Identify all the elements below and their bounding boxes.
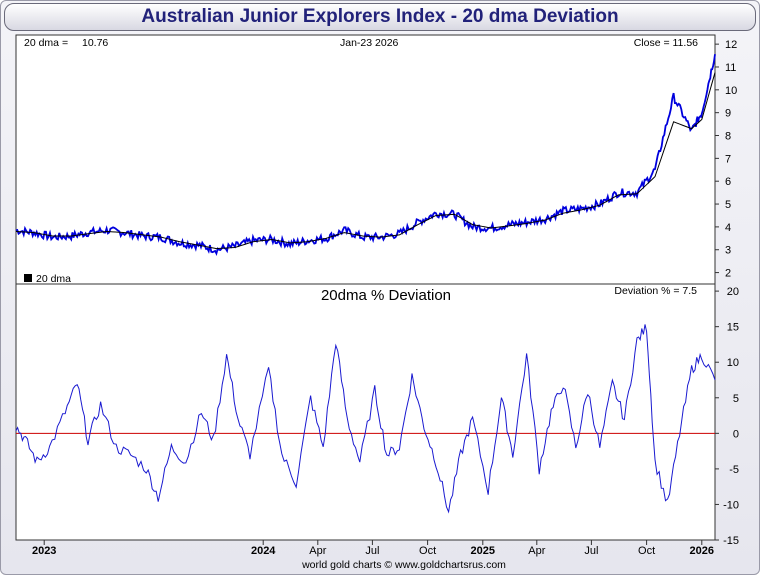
x-tick-label: Apr [528, 545, 545, 557]
deviation-ytick-label: 0 [733, 428, 739, 440]
dma-line [15, 72, 716, 250]
legend-swatch [24, 274, 32, 282]
price-panel [15, 34, 716, 285]
close-info: Close = 11.56 [634, 37, 698, 49]
price-ytick-label: 11 [725, 62, 736, 74]
x-tick-label: Oct [638, 545, 655, 557]
deviation-info: Deviation % = 7.5 [614, 285, 697, 297]
x-tick-label: 2025 [471, 545, 495, 557]
x-tick-label: Oct [419, 545, 436, 557]
price-ytick-label: 5 [725, 199, 731, 211]
deviation-ytick-label: -15 [723, 535, 739, 547]
deviation-panel [15, 283, 716, 541]
x-tick-label: 2023 [32, 545, 56, 557]
price-ytick-label: 6 [725, 176, 731, 188]
price-ytick-label: 2 [725, 268, 731, 280]
footer-credit: world gold charts © www.goldchartsrus.co… [301, 559, 506, 571]
price-ytick-label: 7 [725, 153, 731, 165]
dma-info-value: 10.76 [82, 37, 108, 49]
x-tick-label: Jul [365, 545, 379, 557]
price-ytick-label: 4 [725, 222, 731, 234]
deviation-ytick-label: 20 [727, 286, 739, 298]
deviation-line [15, 324, 716, 514]
deviation-title: 20dma % Deviation [321, 287, 451, 304]
deviation-ytick-label: 10 [727, 357, 739, 369]
date-info: Jan-23 2026 [340, 37, 399, 49]
deviation-ytick-label: -5 [729, 464, 739, 476]
deviation-ytick-label: 15 [727, 322, 739, 334]
x-tick-label: Jul [584, 545, 598, 557]
dma-info-label: 20 dma = [24, 37, 68, 49]
x-tick-label: 2024 [251, 545, 276, 557]
deviation-ytick-label: 5 [733, 393, 739, 405]
price-ytick-label: 12 [725, 39, 737, 51]
x-tick-label: 2026 [690, 545, 714, 557]
deviation-ytick-label: -10 [723, 499, 739, 511]
legend-label: 20 dma [36, 273, 71, 285]
price-ytick-label: 9 [725, 108, 731, 120]
x-tick-label: Apr [309, 545, 326, 557]
price-ytick-label: 3 [725, 245, 731, 257]
chart-title: Australian Junior Explorers Index - 20 d… [4, 3, 756, 31]
price-ytick-label: 10 [725, 85, 737, 97]
price-ytick-label: 8 [725, 131, 731, 143]
